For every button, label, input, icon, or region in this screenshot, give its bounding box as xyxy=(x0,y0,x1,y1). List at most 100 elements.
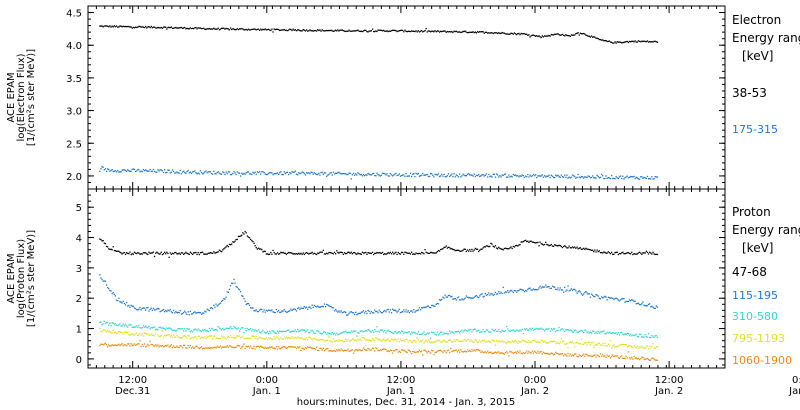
data-point xyxy=(291,309,293,312)
data-point xyxy=(256,171,258,173)
data-point xyxy=(571,354,574,356)
data-point xyxy=(247,171,250,173)
data-point xyxy=(557,287,559,289)
data-point xyxy=(146,345,148,347)
data-point xyxy=(103,329,105,331)
data-point xyxy=(392,352,394,354)
data-point xyxy=(465,250,467,253)
data-point xyxy=(455,339,457,341)
data-point xyxy=(303,172,305,175)
data-point xyxy=(637,40,640,42)
data-point xyxy=(351,174,353,176)
data-point xyxy=(197,172,199,174)
data-point xyxy=(611,41,613,43)
data-point xyxy=(252,28,254,30)
data-point xyxy=(453,173,455,175)
data-point xyxy=(438,31,441,33)
data-point xyxy=(542,351,545,353)
data-point xyxy=(492,173,494,175)
data-point xyxy=(206,329,208,332)
data-point xyxy=(294,253,296,255)
data-point xyxy=(178,337,180,339)
data-point xyxy=(447,294,450,297)
data-point xyxy=(332,307,334,309)
data-point xyxy=(176,27,178,29)
data-point xyxy=(454,349,456,352)
data-point xyxy=(178,346,180,349)
data-point xyxy=(152,307,155,310)
data-point xyxy=(238,289,241,291)
data-point xyxy=(513,330,516,332)
data-point xyxy=(223,172,225,174)
data-point xyxy=(632,299,634,301)
data-point xyxy=(364,312,366,314)
data-point xyxy=(110,290,112,292)
data-point xyxy=(544,340,546,342)
data-point xyxy=(393,309,395,311)
data-point xyxy=(255,346,257,348)
data-point xyxy=(147,343,149,345)
data-point xyxy=(597,251,599,253)
data-point xyxy=(564,353,566,355)
data-point xyxy=(138,308,140,310)
data-point xyxy=(625,41,627,43)
data-point xyxy=(198,347,200,350)
data-point xyxy=(463,339,465,341)
data-point xyxy=(521,353,523,355)
data-point xyxy=(468,350,470,353)
data-point xyxy=(517,289,519,292)
data-point xyxy=(655,359,657,361)
data-point xyxy=(309,29,311,31)
data-point xyxy=(595,177,597,179)
data-point xyxy=(301,171,303,173)
data-point xyxy=(286,329,289,331)
data-point xyxy=(402,251,404,254)
data-point xyxy=(206,336,208,338)
data-point xyxy=(590,35,593,37)
data-point xyxy=(329,305,331,308)
data-point xyxy=(559,341,561,343)
data-point xyxy=(109,248,111,251)
data-point xyxy=(311,304,313,306)
data-point xyxy=(523,352,526,355)
data-point xyxy=(656,306,659,308)
data-point xyxy=(140,170,142,172)
legend-title-0-2: [keV] xyxy=(742,49,773,63)
data-point xyxy=(238,28,241,30)
data-point xyxy=(468,250,470,252)
data-point xyxy=(466,330,469,332)
data-point xyxy=(498,291,500,293)
data-point xyxy=(313,348,315,350)
data-point xyxy=(588,175,590,178)
data-point xyxy=(108,288,110,290)
data-point xyxy=(503,173,505,176)
data-point xyxy=(520,241,522,243)
data-point xyxy=(276,336,279,338)
data-point xyxy=(180,26,183,29)
data-point xyxy=(357,332,359,334)
data-point xyxy=(133,168,136,171)
data-point xyxy=(172,309,175,312)
data-point xyxy=(384,348,386,350)
data-point xyxy=(582,176,584,178)
data-point xyxy=(408,331,410,333)
data-point xyxy=(559,176,561,178)
data-point xyxy=(291,171,293,173)
data-point xyxy=(172,253,175,255)
data-point xyxy=(437,30,440,32)
data-point xyxy=(309,332,311,334)
data-point xyxy=(441,173,443,176)
data-point xyxy=(520,288,522,291)
data-point xyxy=(292,308,294,311)
data-point xyxy=(208,347,210,349)
data-point xyxy=(139,25,141,28)
data-point xyxy=(304,347,307,349)
data-point xyxy=(189,251,191,253)
data-point xyxy=(440,299,442,301)
data-point xyxy=(263,309,265,311)
data-point xyxy=(404,175,406,178)
data-point xyxy=(188,335,190,337)
data-point xyxy=(262,329,264,331)
data-point xyxy=(535,242,537,244)
data-point xyxy=(568,330,570,332)
